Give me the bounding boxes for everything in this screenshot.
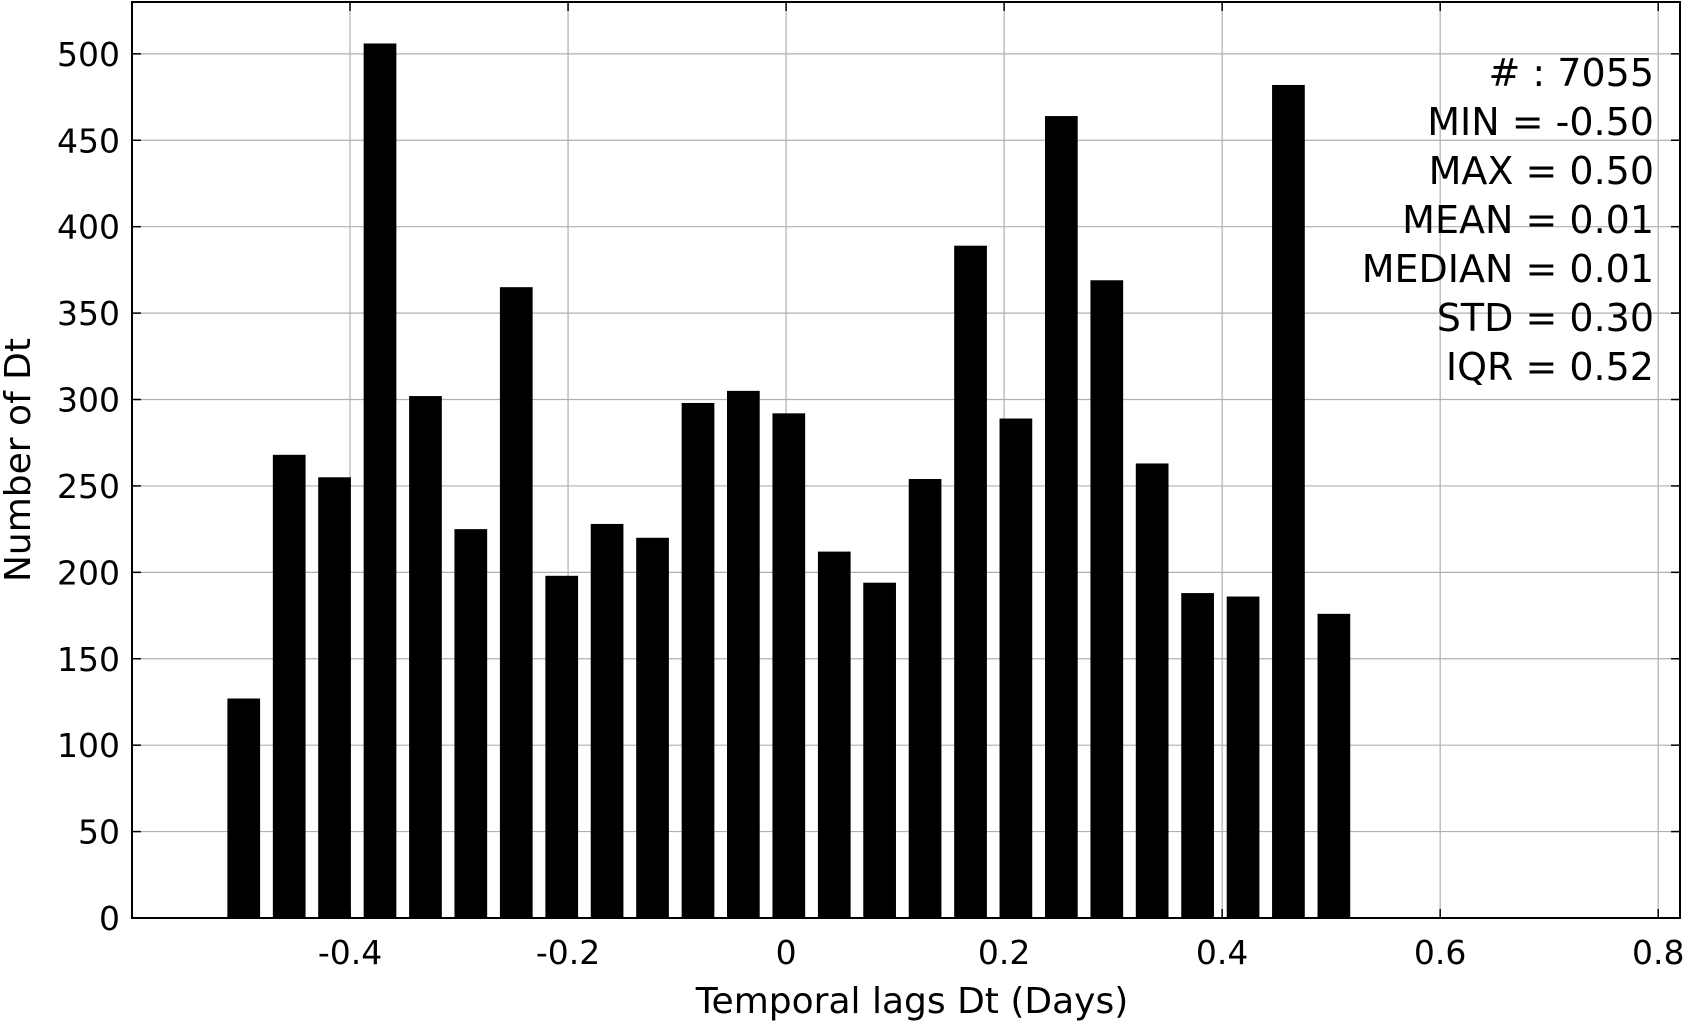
stat-line: # : 7055 xyxy=(1488,51,1654,95)
x-axis-ticks: -0.4 -0.2 0 0.2 0.4 0.6 0.8 xyxy=(318,2,1684,972)
axes-frame xyxy=(131,1,1681,919)
y-tick-label: 200 xyxy=(57,553,120,592)
bar xyxy=(1272,84,1305,918)
y-axis-ticks: 0 50 100 150 200 250 300 350 400 450 500 xyxy=(57,35,1680,938)
bar xyxy=(817,551,851,918)
stat-line: MAX = 0.50 xyxy=(1429,149,1654,193)
stats-box: # : 7055 MIN = -0.50 MAX = 0.50 MEAN = 0.01… xyxy=(1362,51,1654,389)
bar xyxy=(1317,613,1351,918)
y-axis-title: Number of Dt xyxy=(0,338,39,582)
bar xyxy=(499,287,533,918)
bar xyxy=(1226,596,1260,918)
bars xyxy=(227,43,1351,919)
x-tick-label: 0 xyxy=(776,933,797,972)
bar xyxy=(227,698,261,918)
x-tick-label: 0.6 xyxy=(1414,933,1466,972)
stat-line: IQR = 0.52 xyxy=(1446,345,1654,389)
stat-line: MEDIAN = 0.01 xyxy=(1362,247,1654,291)
x-axis-title: Temporal lags Dt (Days) xyxy=(695,981,1129,1022)
x-tick-label: -0.2 xyxy=(536,933,600,972)
bar xyxy=(545,575,579,918)
bar xyxy=(999,418,1033,918)
plot-frame xyxy=(131,1,1681,919)
x-tick-label: -0.4 xyxy=(318,933,382,972)
bar xyxy=(863,582,896,918)
bar xyxy=(1135,463,1169,918)
bar xyxy=(636,537,669,918)
stat-line: STD = 0.30 xyxy=(1437,296,1654,340)
bar xyxy=(590,523,624,918)
bar xyxy=(908,479,942,918)
bar xyxy=(954,245,987,919)
bar xyxy=(363,43,397,918)
bar xyxy=(454,529,488,918)
stat-line: MEAN = 0.01 xyxy=(1402,198,1654,242)
bar xyxy=(409,396,442,918)
y-tick-label: 350 xyxy=(57,294,120,333)
bar xyxy=(726,390,760,918)
bar xyxy=(1044,116,1078,918)
bar xyxy=(318,477,351,918)
y-tick-label: 100 xyxy=(57,726,120,765)
y-tick-label: 50 xyxy=(78,813,120,852)
x-tick-label: 0.4 xyxy=(1196,933,1248,972)
bar xyxy=(681,402,715,918)
x-tick-label: 0.8 xyxy=(1632,933,1684,972)
y-tick-label: 300 xyxy=(57,381,120,420)
y-tick-label: 450 xyxy=(57,121,120,160)
y-tick-label: 250 xyxy=(57,467,120,506)
bar xyxy=(1090,280,1124,918)
bar xyxy=(1181,593,1214,918)
y-tick-label: 150 xyxy=(57,640,120,679)
y-tick-label: 0 xyxy=(99,899,120,938)
y-tick-label: 400 xyxy=(57,208,120,247)
y-tick-label: 500 xyxy=(57,35,120,74)
stat-line: MIN = -0.50 xyxy=(1427,100,1654,144)
bar xyxy=(272,454,306,918)
x-tick-label: 0.2 xyxy=(978,933,1030,972)
bar xyxy=(772,413,806,918)
